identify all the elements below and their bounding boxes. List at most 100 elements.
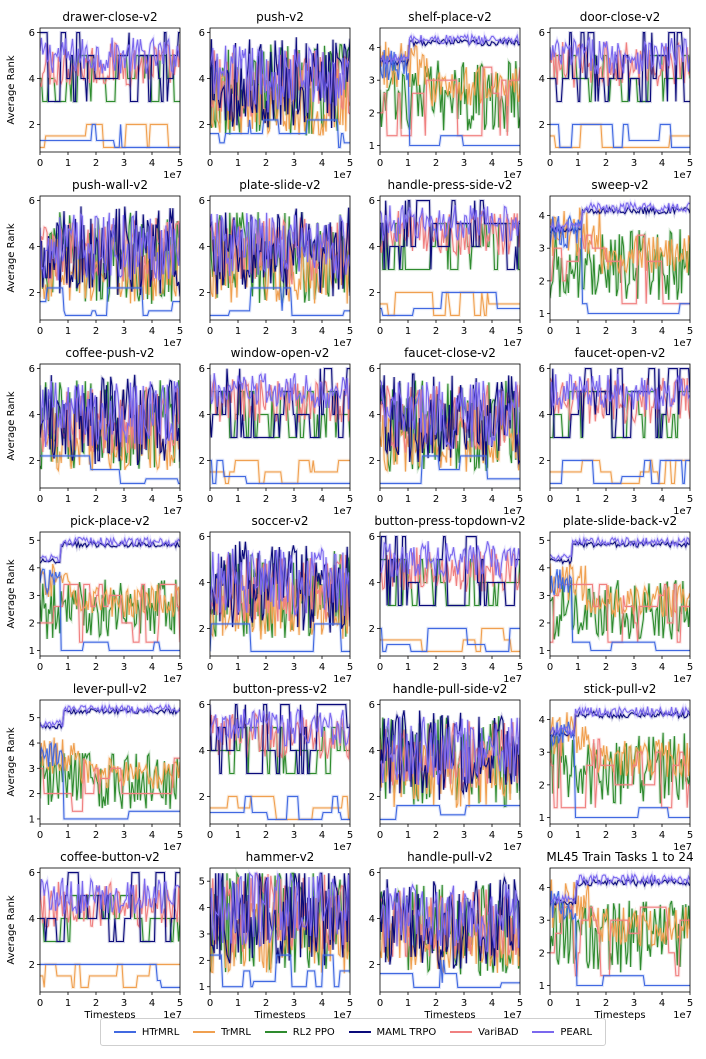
x-tick-label: 0 <box>207 662 213 673</box>
x-tick-label: 1 <box>575 326 581 337</box>
series-line <box>210 954 350 988</box>
y-tick-label: 5 <box>199 877 205 888</box>
x-multiplier: 1e7 <box>333 338 352 349</box>
series-line <box>40 539 180 564</box>
chart-title: handle-press-side-v2 <box>387 178 512 192</box>
x-tick-label: 4 <box>319 830 325 841</box>
chart-title: sweep-v2 <box>591 178 648 192</box>
y-tick-label: 1 <box>539 813 545 824</box>
y-tick-label: 3 <box>29 591 35 602</box>
x-tick-label: 0 <box>547 326 553 337</box>
series-line <box>550 536 690 562</box>
axes-frame <box>379 531 521 657</box>
series-line <box>550 872 690 905</box>
y-tick-label: 6 <box>199 28 205 39</box>
y-tick-label: 4 <box>199 746 205 757</box>
x-tick-label: 4 <box>659 326 665 337</box>
x-tick-label: 5 <box>347 158 353 169</box>
x-tick-label: 2 <box>603 998 609 1009</box>
axes-frame <box>379 27 521 153</box>
y-tick-label: 6 <box>29 196 35 207</box>
series-group <box>550 197 690 316</box>
series-line <box>40 36 180 75</box>
x-tick-label: 2 <box>93 662 99 673</box>
axes-frame <box>209 531 351 657</box>
y-tick-label: 2 <box>199 956 205 967</box>
series-line <box>40 737 180 789</box>
series-group <box>550 869 690 988</box>
chart-title: drawer-close-v2 <box>62 10 157 24</box>
series-line <box>380 455 520 484</box>
series-group <box>550 532 690 653</box>
axes-frame <box>39 195 181 321</box>
y-tick-label: 5 <box>539 536 545 547</box>
x-tick-label: 0 <box>37 326 43 337</box>
y-tick-label: 2 <box>29 120 35 131</box>
x-tick-label: 0 <box>377 998 383 1009</box>
series-line <box>40 963 180 988</box>
x-tick-label: 4 <box>489 158 495 169</box>
x-multiplier: 1e7 <box>163 338 182 349</box>
x-tick-label: 2 <box>433 158 439 169</box>
legend-swatch <box>264 1031 287 1033</box>
series-line <box>210 368 350 439</box>
x-tick-label: 0 <box>377 158 383 169</box>
series-line <box>210 287 350 316</box>
x-tick-label: 4 <box>149 998 155 1009</box>
legend-label: PEARL <box>560 1026 593 1038</box>
y-tick-label: 6 <box>199 532 205 543</box>
y-tick-label: 4 <box>369 43 375 54</box>
x-tick-label: 1 <box>405 494 411 505</box>
series-line <box>550 36 690 74</box>
series-group <box>40 206 180 317</box>
series-line <box>40 380 180 448</box>
y-tick-label: 2 <box>199 120 205 131</box>
x-tick-label: 2 <box>603 830 609 841</box>
y-tick-label: 2 <box>369 624 375 635</box>
series-group <box>380 709 520 821</box>
x-tick-label: 3 <box>121 830 127 841</box>
x-tick-label: 3 <box>461 830 467 841</box>
x-tick-label: 0 <box>547 830 553 841</box>
chart-title: push-v2 <box>256 10 304 24</box>
series-line <box>210 459 350 484</box>
chart-title: coffee-push-v2 <box>65 346 154 360</box>
legend-item: HTrMRL <box>113 1027 179 1038</box>
x-tick-label: 4 <box>319 158 325 169</box>
x-tick-label: 5 <box>687 494 693 505</box>
x-tick-label: 2 <box>433 830 439 841</box>
x-tick-label: 4 <box>659 662 665 673</box>
x-multiplier: 1e7 <box>673 170 692 181</box>
x-tick-label: 1 <box>575 158 581 169</box>
x-tick-label: 1 <box>65 662 71 673</box>
y-tick-label: 4 <box>539 563 545 574</box>
x-tick-label: 4 <box>489 326 495 337</box>
series-group <box>210 367 350 485</box>
y-tick-label: 2 <box>539 456 545 467</box>
series-line <box>380 905 520 973</box>
x-tick-label: 4 <box>659 158 665 169</box>
series-line <box>40 55 180 103</box>
x-multiplier: 1e7 <box>503 842 522 853</box>
x-tick-label: 1 <box>65 326 71 337</box>
x-tick-label: 3 <box>631 662 637 673</box>
x-multiplier: 1e7 <box>333 842 352 853</box>
series-line <box>40 32 180 103</box>
x-axis-label: Timesteps <box>423 1010 475 1020</box>
x-tick-label: 1 <box>405 998 411 1009</box>
x-tick-label: 5 <box>347 662 353 673</box>
axes-frame <box>549 195 691 321</box>
chart-title: faucet-open-v2 <box>574 346 665 360</box>
series-line <box>40 963 180 988</box>
series-group <box>550 702 690 820</box>
series-group <box>40 31 180 149</box>
y-tick-label: 4 <box>199 903 205 914</box>
series-line <box>550 123 690 148</box>
y-tick-label: 6 <box>369 196 375 207</box>
y-tick-label: 3 <box>539 244 545 255</box>
x-tick-label: 3 <box>461 998 467 1009</box>
